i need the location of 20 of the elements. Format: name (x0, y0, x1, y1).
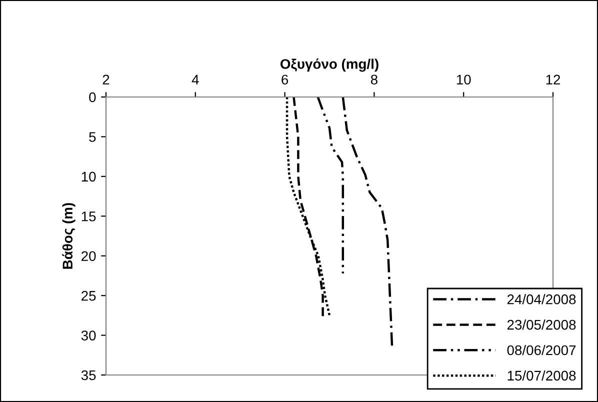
y-tick-label: 35 (81, 370, 96, 380)
y-tick-label: 25 (82, 290, 96, 301)
x-tick-label: 6 (282, 74, 288, 85)
x-tick-label: 4 (192, 74, 199, 84)
y-tick-label: 30 (81, 330, 96, 340)
x-tick-label: 2 (102, 74, 110, 84)
legend-label: 23/05/2008 (507, 320, 576, 330)
x-tick-label: 12 (546, 74, 560, 84)
x-tick-label: 10 (456, 74, 471, 85)
y-tick-label: 20 (82, 251, 96, 262)
y-tick-label: 0 (89, 92, 96, 102)
x-tick-label: 8 (370, 74, 378, 85)
y-tick-label: 15 (82, 212, 96, 222)
x-axis-title: Οξυγόνο (mg/l) (280, 58, 378, 72)
legend-label: 24/04/2008 (507, 294, 576, 304)
legend-label: 15/07/2008 (508, 370, 576, 381)
y-axis-title: Βάθος (m) (62, 203, 76, 269)
legend-label: 08/06/2007 (507, 344, 576, 356)
y-tick-label: 5 (89, 132, 96, 142)
y-tick-label: 10 (82, 172, 96, 182)
